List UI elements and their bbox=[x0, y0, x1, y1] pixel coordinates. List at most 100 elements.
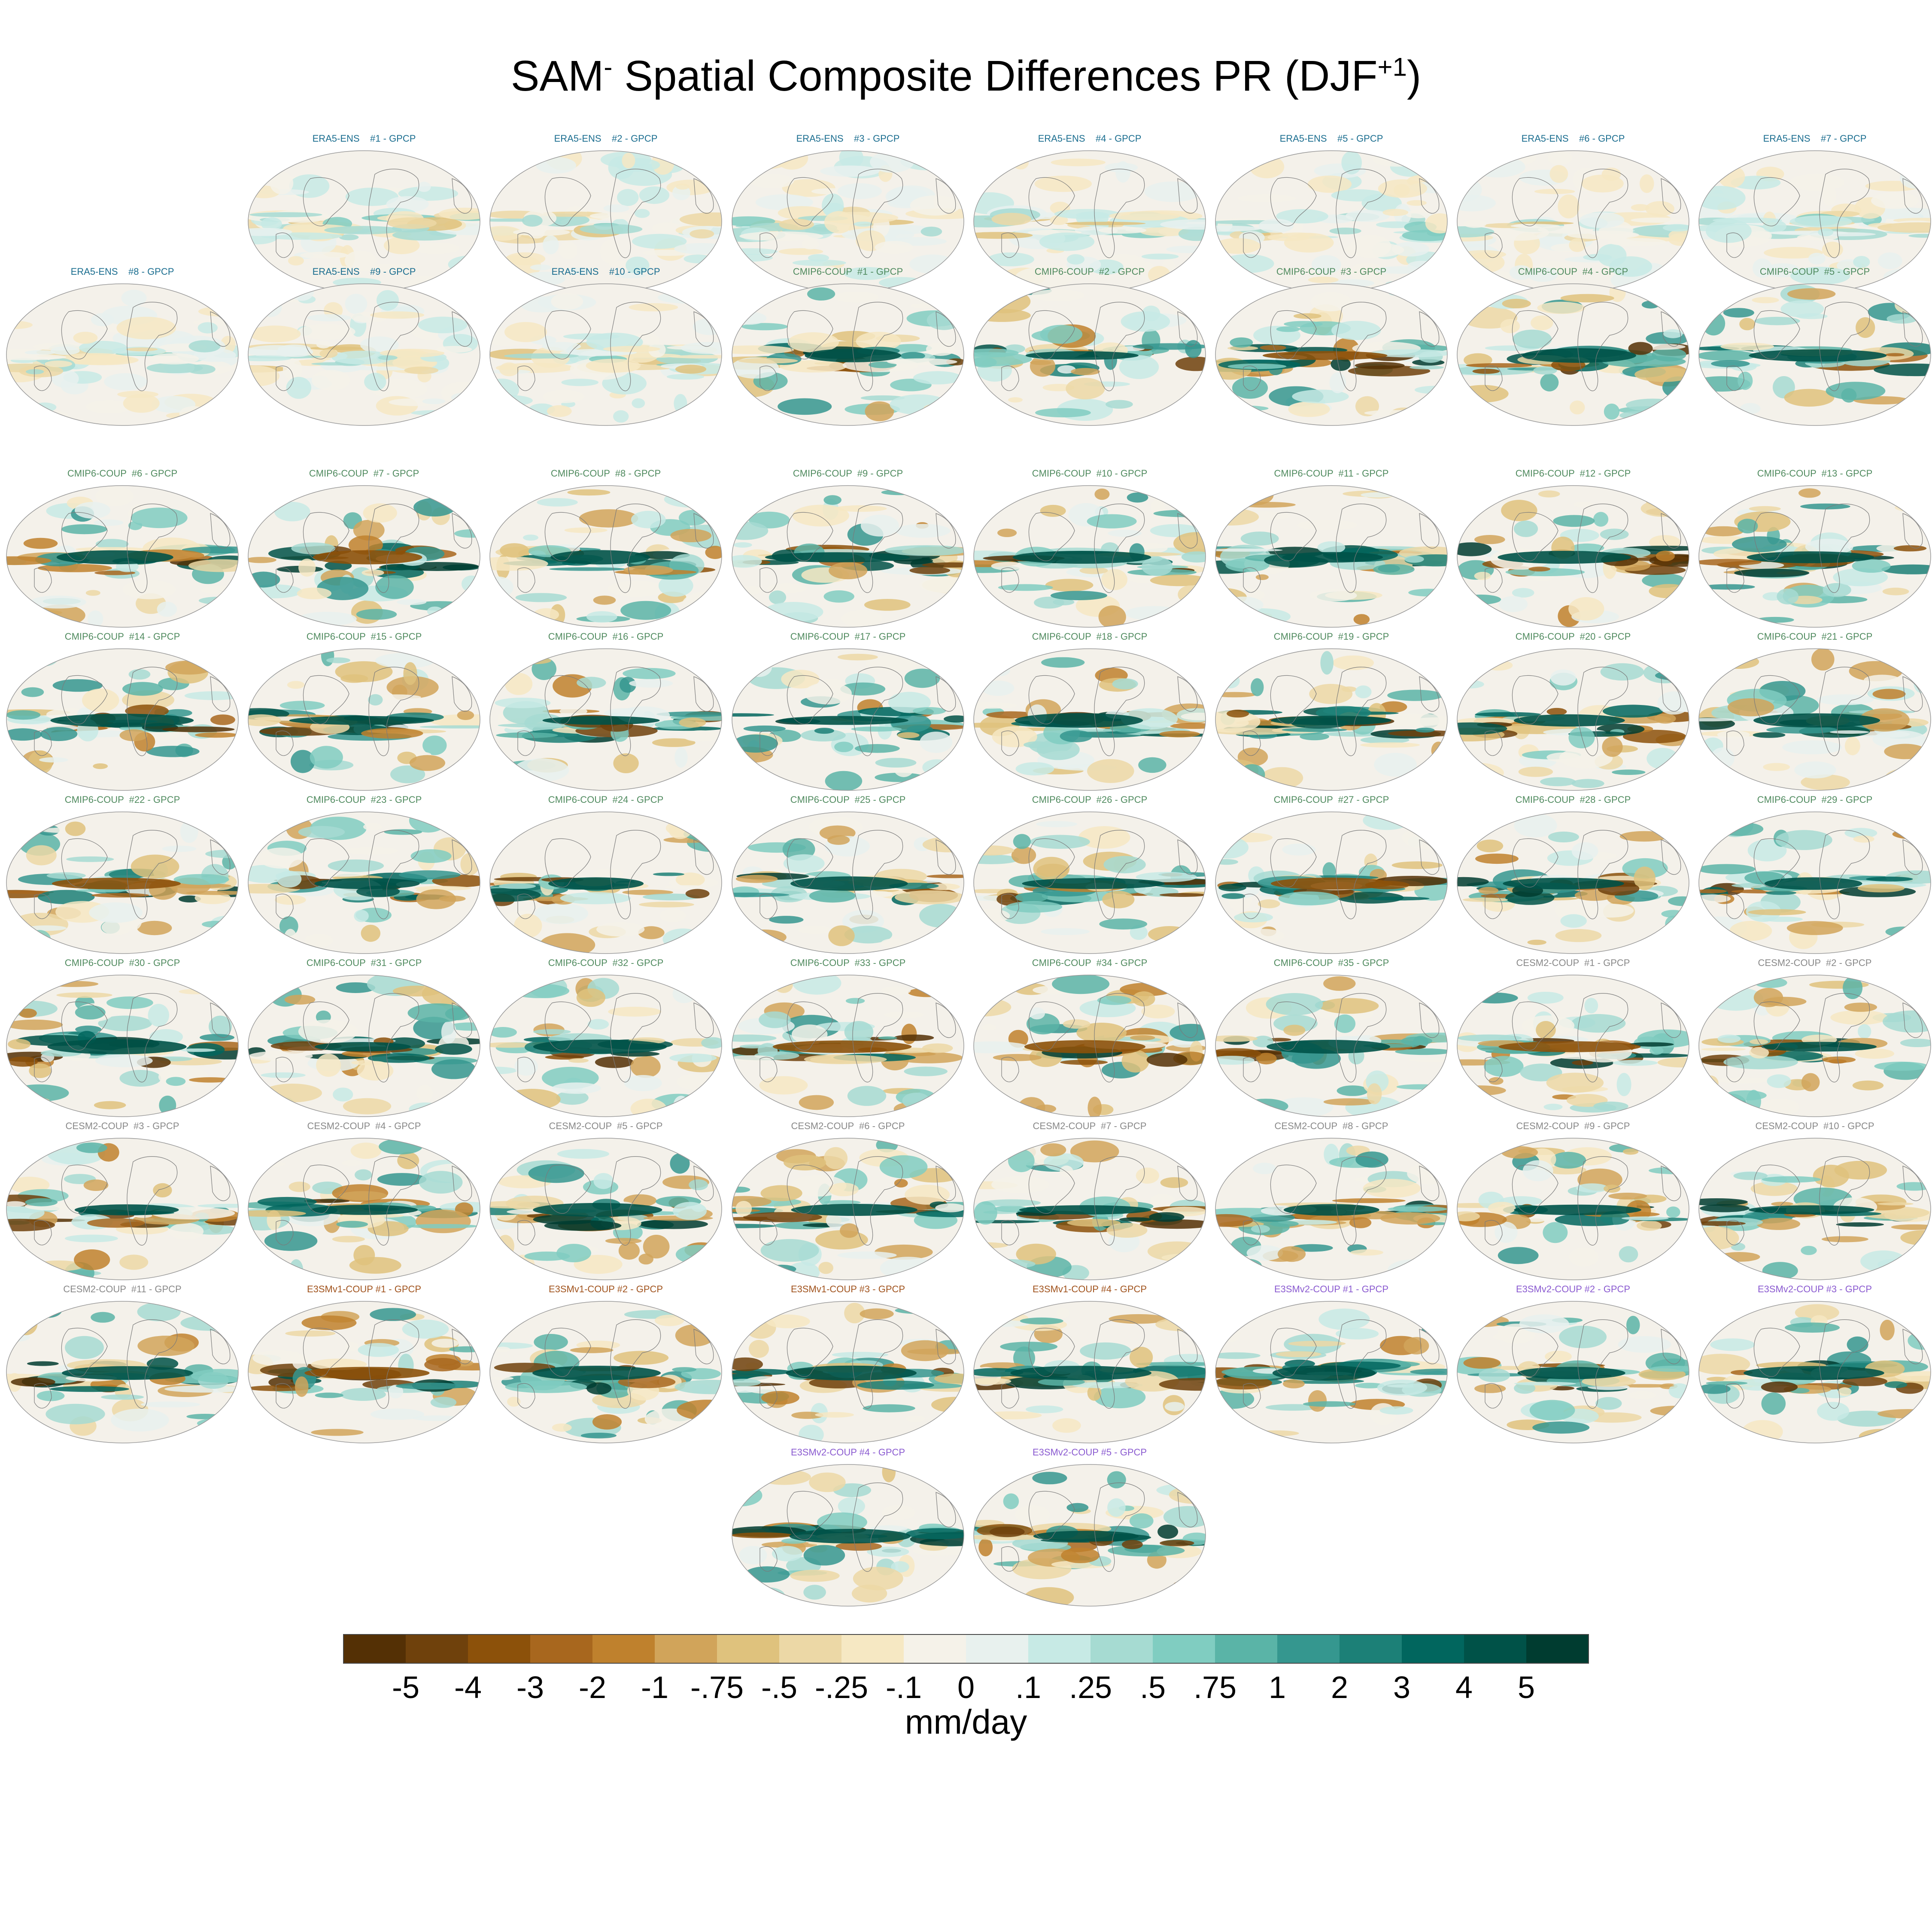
coastline bbox=[1902, 839, 1923, 875]
map-panel: CMIP6-COUP #14 - GPCP bbox=[4, 631, 240, 794]
precip-anomaly-blob bbox=[1332, 655, 1374, 670]
colorbar-tick-label: .1 bbox=[1015, 1671, 1042, 1705]
precip-anomaly-blob bbox=[98, 365, 124, 371]
precip-anomaly-blob bbox=[1600, 529, 1629, 540]
coastline bbox=[1028, 310, 1075, 359]
precip-anomaly-blob bbox=[991, 562, 1026, 571]
precip-anomaly-blob bbox=[1811, 649, 1835, 671]
precip-anomaly-blob bbox=[1478, 887, 1499, 894]
precip-anomaly-blob bbox=[157, 601, 177, 617]
map bbox=[1698, 150, 1931, 293]
map-border bbox=[973, 811, 1206, 954]
precip-anomaly-blob bbox=[804, 682, 852, 705]
coastline bbox=[1512, 675, 1558, 724]
precip-anomaly-blob bbox=[504, 322, 547, 342]
precip-anomaly-blob bbox=[1457, 722, 1507, 735]
coastline bbox=[1094, 830, 1145, 919]
precip-anomaly-blob bbox=[316, 340, 331, 349]
precip-anomaly-blob bbox=[438, 207, 480, 220]
precip-anomaly-blob bbox=[1071, 368, 1100, 375]
panel-label: CMIP6-COUP #18 - GPCP bbox=[1032, 631, 1148, 642]
precip-anomaly-blob bbox=[1763, 763, 1790, 771]
precip-anomaly-blob bbox=[364, 373, 386, 391]
panel-label: ERA5-ENS #9 - GPCP bbox=[312, 266, 416, 277]
precip-anomaly-blob bbox=[900, 352, 925, 360]
precip-anomaly-blob bbox=[613, 753, 639, 773]
colorbar-swatch bbox=[343, 1634, 406, 1663]
coastline bbox=[368, 667, 419, 756]
precip-anomaly-blob bbox=[82, 688, 119, 712]
precip-anomaly-blob bbox=[1579, 212, 1625, 228]
map-border bbox=[489, 811, 722, 954]
precip-anomaly-blob bbox=[820, 165, 880, 177]
coastline bbox=[517, 893, 535, 919]
precip-anomaly-blob bbox=[1475, 854, 1519, 864]
precip-anomaly-blob bbox=[1036, 821, 1078, 827]
precip-anomaly-blob bbox=[287, 681, 305, 689]
coastline bbox=[452, 676, 472, 712]
coastline bbox=[1270, 512, 1317, 561]
precip-anomaly-blob bbox=[1652, 348, 1686, 361]
precip-anomaly-blob bbox=[89, 902, 143, 923]
precip-anomaly-blob bbox=[1292, 389, 1349, 404]
precip-anomaly-blob bbox=[895, 524, 951, 538]
map bbox=[6, 283, 239, 426]
precip-anomaly-blob bbox=[210, 714, 235, 725]
coastline bbox=[1661, 311, 1681, 347]
precip-anomaly-blob bbox=[1317, 541, 1346, 554]
colorbar-swatch bbox=[841, 1634, 904, 1663]
equatorial-band bbox=[47, 1039, 187, 1054]
colorbar-tick-label: -.25 bbox=[814, 1671, 869, 1705]
precip-anomaly-blob bbox=[311, 370, 350, 391]
precip-anomaly-blob bbox=[778, 248, 823, 255]
coastline bbox=[1753, 675, 1800, 724]
precip-anomaly-blob bbox=[1844, 828, 1877, 838]
coastline bbox=[210, 676, 231, 712]
colorbar-tick-label: .75 bbox=[1193, 1671, 1237, 1705]
precip-anomaly-blob bbox=[1307, 175, 1352, 193]
map-panel: CMIP6-COUP #15 - GPCP bbox=[246, 631, 482, 794]
precip-anomaly-blob bbox=[1882, 587, 1909, 595]
map-panel: CMIP6-COUP #18 - GPCP bbox=[972, 631, 1208, 794]
precip-anomaly-blob bbox=[668, 355, 722, 358]
precip-anomaly-blob bbox=[1138, 757, 1166, 773]
precip-anomaly-blob bbox=[679, 717, 706, 728]
precip-anomaly-blob bbox=[490, 1027, 517, 1038]
precip-anomaly-blob bbox=[894, 890, 964, 905]
map-border bbox=[489, 485, 722, 628]
precip-anomaly-blob bbox=[1657, 691, 1689, 715]
map bbox=[489, 975, 722, 1117]
precip-anomaly-blob bbox=[1136, 872, 1197, 882]
precip-anomaly-blob bbox=[1160, 219, 1206, 230]
precip-anomaly-blob bbox=[274, 501, 310, 522]
map bbox=[732, 975, 964, 1117]
precip-anomaly-blob bbox=[827, 835, 850, 845]
map bbox=[732, 283, 964, 426]
precip-anomaly-blob bbox=[1663, 329, 1683, 338]
precip-anomaly-blob bbox=[616, 353, 681, 358]
precip-anomaly-blob bbox=[1284, 233, 1334, 253]
coastline bbox=[34, 567, 52, 593]
map-panel: CMIP6-COUP #30 - GPCP bbox=[4, 957, 240, 1121]
precip-anomaly-blob bbox=[378, 355, 398, 360]
precip-anomaly-blob bbox=[567, 489, 611, 496]
precip-anomaly-blob bbox=[685, 889, 710, 899]
map-border bbox=[1457, 485, 1689, 628]
precip-anomaly-blob bbox=[1024, 741, 1051, 748]
colorbar-swatch bbox=[779, 1634, 842, 1663]
precip-anomaly-blob bbox=[1628, 342, 1653, 355]
precip-anomaly-blob bbox=[1656, 550, 1675, 562]
precip-anomaly-blob bbox=[1087, 759, 1134, 783]
precip-anomaly-blob bbox=[66, 856, 114, 862]
map-panel: ERA5-ENS #3 - GPCP bbox=[730, 133, 966, 296]
precip-anomaly-blob bbox=[652, 738, 696, 747]
precip-anomaly-blob bbox=[638, 926, 665, 939]
precip-anomaly-blob bbox=[131, 854, 179, 879]
colorbar-swatch bbox=[530, 1634, 593, 1663]
precip-anomaly-blob bbox=[912, 707, 946, 715]
coastline bbox=[303, 838, 349, 887]
coastline bbox=[759, 365, 778, 391]
precip-anomaly-blob bbox=[188, 340, 221, 352]
coastline bbox=[127, 830, 178, 919]
coastline bbox=[1094, 302, 1145, 391]
